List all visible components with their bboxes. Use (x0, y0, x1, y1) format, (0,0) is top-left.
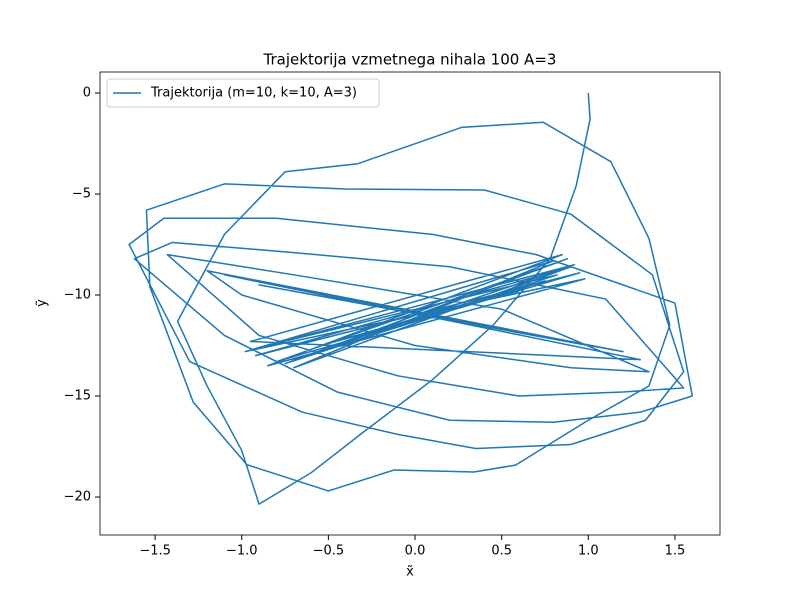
x-tick-label: −1.5 (139, 544, 171, 559)
trajectory-line (128, 92, 694, 505)
chart-title: Trajektorija vzmetnega nihala 100 A=3 (263, 51, 557, 69)
x-tick-label: 0.0 (405, 544, 426, 559)
x-tick-label: 1.5 (665, 544, 686, 559)
x-axis-label: x̃ (406, 565, 414, 580)
y-axis-label: ỹ (35, 299, 50, 307)
y-tick-label: −5 (72, 187, 91, 202)
x-tick-label: −0.5 (313, 544, 345, 559)
y-tick-label: −10 (64, 288, 91, 303)
y-tick-label: −15 (64, 389, 91, 404)
legend-label: Trajektorija (m=10, k=10, A=3) (150, 86, 357, 101)
y-tick-label: −20 (64, 490, 91, 505)
legend-box (106, 78, 380, 108)
x-tick-label: −1.0 (226, 544, 258, 559)
x-tick-label: 1.0 (578, 544, 599, 559)
y-tick-label: 0 (83, 86, 91, 101)
x-tick-label: 0.5 (491, 544, 512, 559)
plot-frame (99, 71, 721, 536)
